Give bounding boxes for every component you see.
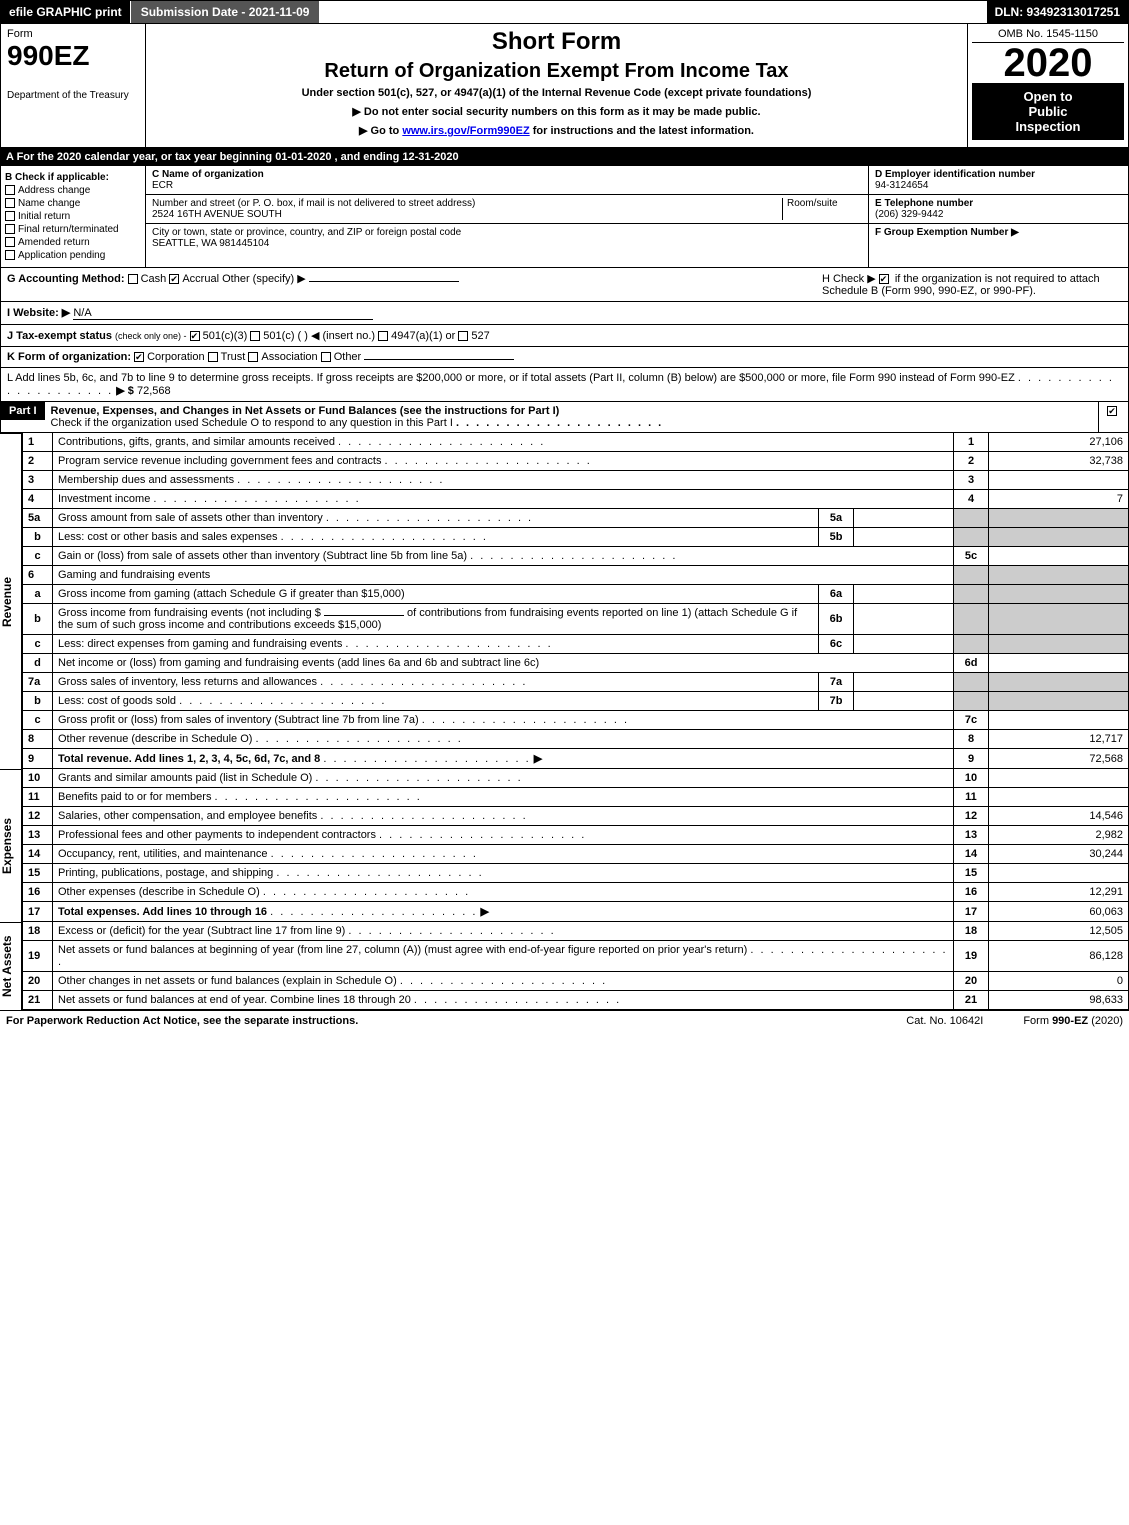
row-i: I Website: ▶ N/A [0, 302, 1129, 325]
part-1-badge: Part I [1, 402, 45, 420]
line-6c: cLess: direct expenses from gaming and f… [23, 635, 1129, 654]
box-c: C Name of organization ECR Number and st… [146, 166, 868, 267]
schedule-o-checkbox[interactable] [1107, 406, 1117, 416]
page-footer: For Paperwork Reduction Act Notice, see … [0, 1010, 1129, 1031]
line-17: 17Total expenses. Add lines 10 through 1… [23, 902, 1129, 922]
line-5a: 5aGross amount from sale of assets other… [23, 509, 1129, 528]
short-form-title: Short Form [154, 28, 959, 56]
revenue-section-label: Revenue [0, 433, 22, 769]
catalog-number: Cat. No. 10642I [906, 1015, 983, 1027]
row-g-h: G Accounting Method: Cash Accrual Other … [0, 268, 1129, 302]
cash-checkbox[interactable] [128, 274, 138, 284]
line-5b: bLess: cost or other basis and sales exp… [23, 528, 1129, 547]
address-change-checkbox[interactable] [5, 185, 15, 195]
schedule-b-checkbox[interactable] [879, 274, 889, 284]
line-6d: dNet income or (loss) from gaming and fu… [23, 654, 1129, 673]
row-j: J Tax-exempt status (check only one) - 5… [0, 325, 1129, 347]
department-label: Department of the Treasury [7, 90, 139, 101]
line-6: 6Gaming and fundraising events [23, 566, 1129, 585]
amended-return-checkbox[interactable] [5, 237, 15, 247]
netassets-section-label: Net Assets [0, 922, 22, 1010]
irs-link[interactable]: www.irs.gov/Form990EZ [402, 125, 529, 137]
row-k: K Form of organization: Corporation Trus… [0, 347, 1129, 368]
box-e: E Telephone number (206) 329-9442 [869, 195, 1128, 224]
org-city: SEATTLE, WA 981445104 [152, 238, 269, 249]
corporation-checkbox[interactable] [134, 352, 144, 362]
org-address: 2524 16TH AVENUE SOUTH [152, 209, 282, 220]
line-19: 19Net assets or fund balances at beginni… [23, 941, 1129, 972]
line-2: 2Program service revenue including gover… [23, 452, 1129, 471]
line-11: 11Benefits paid to or for members 11 [23, 788, 1129, 807]
submission-date: Submission Date - 2021-11-09 [131, 1, 320, 23]
expenses-section-label: Expenses [0, 769, 22, 922]
goto-instruction: ▶ Go to www.irs.gov/Form990EZ for instru… [154, 124, 959, 137]
tax-year: 2020 [972, 43, 1124, 83]
line-20: 20Other changes in net assets or fund ba… [23, 972, 1129, 991]
line-16: 16Other expenses (describe in Schedule O… [23, 883, 1129, 902]
name-change-checkbox[interactable] [5, 198, 15, 208]
part-1-header: Part I Revenue, Expenses, and Changes in… [0, 402, 1129, 433]
501c3-checkbox[interactable] [190, 331, 200, 341]
line-13: 13Professional fees and other payments t… [23, 826, 1129, 845]
line-9: 9Total revenue. Add lines 1, 2, 3, 4, 5c… [23, 749, 1129, 769]
line-14: 14Occupancy, rent, utilities, and mainte… [23, 845, 1129, 864]
return-title: Return of Organization Exempt From Incom… [154, 60, 959, 83]
form-number: 990EZ [7, 40, 139, 72]
box-d: D Employer identification number 94-3124… [869, 166, 1128, 195]
line-6b: bGross income from fundraising events (n… [23, 604, 1129, 635]
top-bar: efile GRAPHIC print Submission Date - 20… [0, 0, 1129, 24]
line-15: 15Printing, publications, postage, and s… [23, 864, 1129, 883]
line-10: 10Grants and similar amounts paid (list … [23, 769, 1129, 788]
ssn-warning: ▶ Do not enter social security numbers o… [154, 105, 959, 118]
line-5c: cGain or (loss) from sale of assets othe… [23, 547, 1129, 566]
501c-checkbox[interactable] [250, 331, 260, 341]
association-checkbox[interactable] [248, 352, 258, 362]
line-7c: cGross profit or (loss) from sales of in… [23, 711, 1129, 730]
efile-print-button[interactable]: efile GRAPHIC print [1, 1, 131, 23]
line-21: 21Net assets or fund balances at end of … [23, 991, 1129, 1010]
line-18: 18Excess or (deficit) for the year (Subt… [23, 922, 1129, 941]
inspection-badge: Open to Public Inspection [972, 83, 1124, 140]
form-footer-label: Form 990-EZ (2020) [1023, 1015, 1123, 1027]
trust-checkbox[interactable] [208, 352, 218, 362]
gross-receipts-value: 72,568 [137, 385, 171, 397]
website-value: N/A [73, 307, 373, 320]
row-l: L Add lines 5b, 6c, and 7b to line 9 to … [0, 368, 1129, 402]
form-label: Form [7, 28, 139, 40]
line-7b: bLess: cost of goods sold 7b [23, 692, 1129, 711]
final-return-checkbox[interactable] [5, 224, 15, 234]
dln-label: DLN: 93492313017251 [987, 1, 1128, 23]
application-pending-checkbox[interactable] [5, 250, 15, 260]
initial-return-checkbox[interactable] [5, 211, 15, 221]
line-8: 8Other revenue (describe in Schedule O) … [23, 730, 1129, 749]
room-suite: Room/suite [782, 198, 862, 220]
subtitle: Under section 501(c), 527, or 4947(a)(1)… [154, 87, 959, 99]
4947-checkbox[interactable] [378, 331, 388, 341]
netassets-table: 18Excess or (deficit) for the year (Subt… [22, 922, 1129, 1010]
org-name: ECR [152, 180, 173, 191]
box-f: F Group Exemption Number ▶ [869, 224, 1128, 267]
line-1: 1Contributions, gifts, grants, and simil… [23, 433, 1129, 452]
line-4: 4Investment income 47 [23, 490, 1129, 509]
box-b: B Check if applicable: Address change Na… [1, 166, 146, 267]
expenses-table: 10Grants and similar amounts paid (list … [22, 769, 1129, 922]
line-6a: aGross income from gaming (attach Schedu… [23, 585, 1129, 604]
line-7a: 7aGross sales of inventory, less returns… [23, 673, 1129, 692]
line-3: 3Membership dues and assessments 3 [23, 471, 1129, 490]
paperwork-notice: For Paperwork Reduction Act Notice, see … [6, 1015, 358, 1027]
other-org-checkbox[interactable] [321, 352, 331, 362]
527-checkbox[interactable] [458, 331, 468, 341]
tax-period-bar: A For the 2020 calendar year, or tax yea… [0, 148, 1129, 166]
ein-value: 94-3124654 [875, 180, 928, 191]
form-header: Form 990EZ Department of the Treasury Sh… [0, 24, 1129, 148]
phone-value: (206) 329-9442 [875, 209, 943, 220]
line-12: 12Salaries, other compensation, and empl… [23, 807, 1129, 826]
info-grid: B Check if applicable: Address change Na… [0, 166, 1129, 268]
revenue-table: 1Contributions, gifts, grants, and simil… [22, 433, 1129, 769]
accrual-checkbox[interactable] [169, 274, 179, 284]
